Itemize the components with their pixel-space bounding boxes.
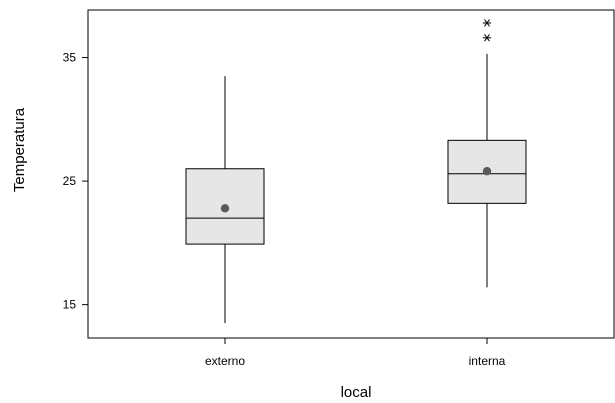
mean-point: [220, 204, 230, 213]
y-tick-label: 15: [63, 298, 77, 312]
axis-layer: 15 25 35 externo interna: [63, 9, 615, 368]
y-tick-label: 25: [63, 174, 77, 188]
y-tick-label: 35: [63, 51, 77, 65]
plot-layer: [185, 19, 527, 324]
mean-point: [482, 167, 492, 176]
box-group-interna: [447, 19, 527, 288]
plot-frame: [87, 9, 615, 339]
box-group-externo: [185, 76, 265, 324]
outlier-star: [484, 19, 490, 27]
x-tick-label: interna: [469, 354, 506, 368]
x-axis-title: local: [341, 384, 372, 401]
y-axis-title: Temperatura: [11, 107, 28, 192]
outlier-star: [484, 34, 490, 42]
x-tick-label: externo: [205, 354, 245, 368]
